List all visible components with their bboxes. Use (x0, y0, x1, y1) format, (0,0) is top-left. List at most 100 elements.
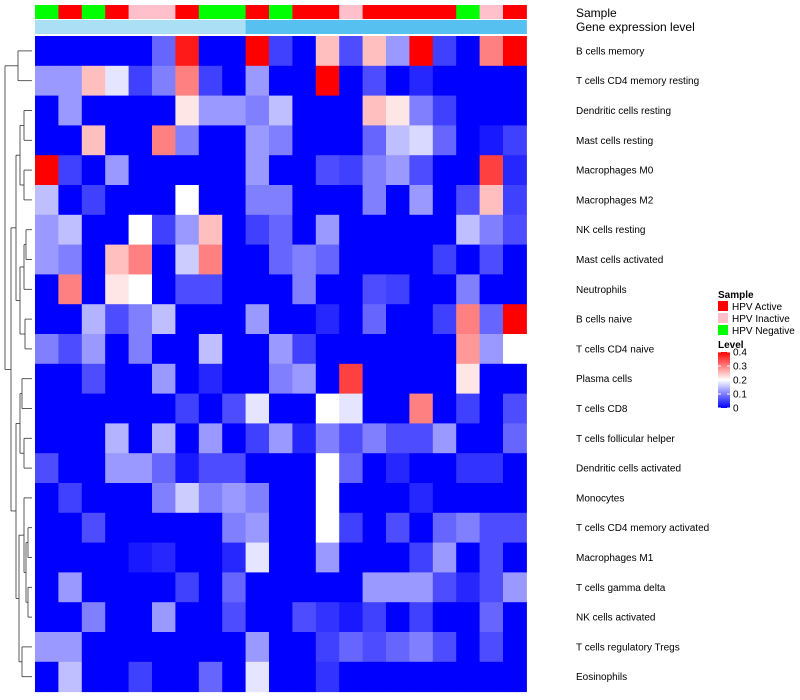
heatmap-cell (456, 185, 481, 216)
heatmap-cell (81, 155, 106, 186)
heatmap-cell (315, 214, 340, 246)
heatmap-cell (479, 95, 504, 126)
heatmap-cell (152, 155, 176, 186)
heatmap-cell (362, 661, 387, 693)
heatmap-cell (58, 125, 83, 156)
heatmap-cell (292, 244, 317, 275)
heatmap-cell (175, 453, 200, 484)
heatmap-cell (386, 453, 410, 484)
heatmap-cell (409, 632, 434, 663)
heatmap-cell (479, 274, 504, 305)
heatmap-cell (479, 423, 504, 454)
row-label: T cells CD4 memory activated (576, 523, 709, 534)
heatmap-cell (175, 274, 200, 305)
heatmap-cell (81, 512, 106, 544)
heatmap-cell (152, 512, 176, 544)
heatmap-cell (175, 661, 200, 693)
heatmap-cell (362, 542, 387, 573)
heatmap-cell (105, 304, 130, 335)
heatmap-cell (362, 512, 387, 544)
heatmap-cell (245, 65, 270, 97)
heatmap-cell (503, 483, 527, 514)
heatmap-cell (339, 95, 364, 126)
heatmap-cell (432, 453, 457, 484)
heatmap-cell (292, 572, 317, 603)
heatmap-cell (479, 542, 504, 573)
heatmap-cell (409, 572, 434, 603)
sample-annotation-cell (456, 5, 481, 19)
heatmap-cell (362, 423, 387, 454)
heatmap-cell (479, 125, 504, 156)
row-label: T cells regulatory Tregs (576, 642, 680, 653)
sample-annotation-cell (409, 5, 434, 19)
heatmap-cell (479, 244, 504, 275)
heatmap-cell (198, 36, 223, 67)
heatmap-cell (152, 125, 176, 156)
heatmap-cell (315, 185, 340, 216)
level-annotation-cell (386, 20, 410, 34)
heatmap-cell (479, 602, 504, 633)
heatmap-cell (222, 125, 247, 156)
heatmap-cell (339, 363, 364, 395)
heatmap-cell (198, 632, 223, 663)
heatmap-cell (456, 512, 481, 544)
heatmap-cell (245, 423, 270, 454)
heatmap-cell (432, 483, 457, 514)
heatmap-cell (269, 214, 293, 246)
heatmap-cell (58, 572, 83, 603)
heatmap-cell (198, 95, 223, 126)
row-label: Eosinophils (576, 672, 627, 683)
heatmap-cell (503, 661, 527, 693)
heatmap-cell (198, 244, 223, 275)
heatmap-cell (339, 632, 364, 663)
heatmap-cell (292, 125, 317, 156)
heatmap-cell (315, 393, 340, 424)
heatmap-cell (432, 632, 457, 663)
heatmap-cell (269, 632, 293, 663)
heatmap-cell (58, 155, 83, 186)
heatmap-cell (269, 542, 293, 573)
heatmap-cell (456, 65, 481, 97)
heatmap-cell (362, 483, 387, 514)
heatmap-cell (315, 125, 340, 156)
heatmap-cell (432, 65, 457, 97)
heatmap-cell (386, 423, 410, 454)
heatmap-cell (456, 334, 481, 365)
heatmap-cell (456, 632, 481, 663)
heatmap-cell (35, 602, 59, 633)
heatmap-cell (292, 334, 317, 365)
heatmap-cell (152, 65, 176, 97)
heatmap-cell (175, 542, 200, 573)
heatmap-cell (456, 125, 481, 156)
heatmap-cell (292, 214, 317, 246)
heatmap-cell (362, 393, 387, 424)
heatmap-cell (128, 95, 153, 126)
heatmap-cell (222, 274, 247, 305)
heatmap-cell (105, 483, 130, 514)
heatmap-cell (245, 363, 270, 395)
heatmap-cell (432, 274, 457, 305)
heatmap-cell (245, 453, 270, 484)
heatmap-cell (105, 65, 130, 97)
heatmap-cell (175, 36, 200, 67)
heatmap-cell (198, 155, 223, 186)
heatmap-cell (128, 572, 153, 603)
heatmap-cell (35, 542, 59, 573)
heatmap-cell (292, 632, 317, 663)
heatmap-cell (245, 155, 270, 186)
heatmap-cell (222, 36, 247, 67)
heatmap-cell (432, 423, 457, 454)
heatmap-cell (409, 36, 434, 67)
heatmap-cell (269, 185, 293, 216)
heatmap-cell (128, 214, 153, 246)
heatmap-cell (269, 274, 293, 305)
heatmap-cell (105, 632, 130, 663)
heatmap-cell (58, 661, 83, 693)
heatmap-cell (35, 65, 59, 97)
heatmap-cell (245, 304, 270, 335)
heatmap-cell (128, 244, 153, 275)
heatmap-cell (245, 542, 270, 573)
heatmap-cell (35, 423, 59, 454)
